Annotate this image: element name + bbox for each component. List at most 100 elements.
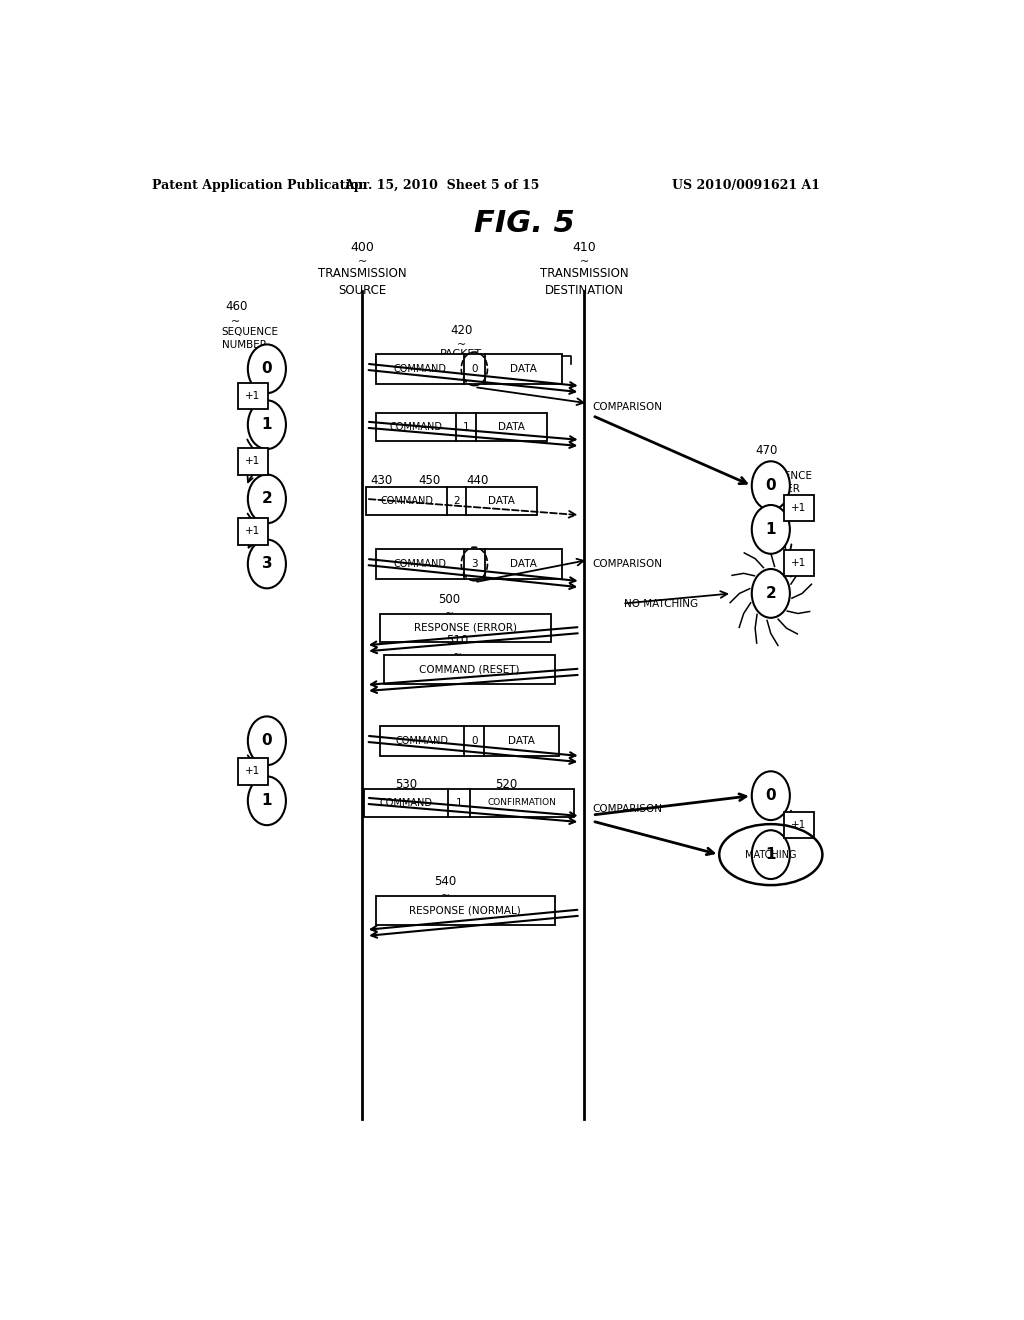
Text: COMMAND: COMMAND xyxy=(389,421,442,432)
Text: DATA: DATA xyxy=(510,364,538,374)
Text: ~: ~ xyxy=(401,793,411,804)
Text: COMPARISON: COMPARISON xyxy=(592,403,663,412)
Text: 3: 3 xyxy=(261,557,272,572)
Text: 0: 0 xyxy=(471,735,477,746)
Text: 3: 3 xyxy=(471,558,477,569)
Text: 1: 1 xyxy=(261,793,272,808)
Text: 440: 440 xyxy=(466,474,488,487)
Text: ~: ~ xyxy=(425,490,434,500)
Text: +1: +1 xyxy=(245,527,260,536)
Text: FIG. 5: FIG. 5 xyxy=(474,210,575,238)
FancyBboxPatch shape xyxy=(376,549,562,579)
Text: ~: ~ xyxy=(580,257,589,267)
Text: DATA: DATA xyxy=(510,558,538,569)
Circle shape xyxy=(248,400,286,449)
Text: +1: +1 xyxy=(791,503,806,513)
Text: ~: ~ xyxy=(762,462,771,471)
Text: COMMAND: COMMAND xyxy=(395,735,449,746)
Text: SEQUENCE
NUMBER: SEQUENCE NUMBER xyxy=(221,327,279,350)
Text: 470: 470 xyxy=(755,445,777,457)
Text: COMMAND: COMMAND xyxy=(380,797,433,808)
FancyBboxPatch shape xyxy=(376,354,562,384)
FancyBboxPatch shape xyxy=(238,383,267,409)
Text: 1: 1 xyxy=(463,421,469,432)
Text: DATA: DATA xyxy=(508,735,535,746)
Text: RESPONSE (ERROR): RESPONSE (ERROR) xyxy=(414,623,517,634)
Text: 0: 0 xyxy=(471,364,477,374)
Text: 410: 410 xyxy=(572,242,596,253)
Text: ~: ~ xyxy=(444,609,454,619)
Text: 0: 0 xyxy=(261,362,272,376)
Circle shape xyxy=(248,776,286,825)
Text: 1: 1 xyxy=(766,521,776,537)
Text: 1: 1 xyxy=(456,797,463,808)
Text: DATA: DATA xyxy=(488,496,515,506)
Circle shape xyxy=(248,717,286,766)
Text: MATCHING: MATCHING xyxy=(745,850,797,859)
FancyBboxPatch shape xyxy=(380,726,558,756)
Text: 520: 520 xyxy=(495,777,517,791)
Text: COMPARISON: COMPARISON xyxy=(592,558,663,569)
FancyBboxPatch shape xyxy=(384,656,555,684)
Text: +1: +1 xyxy=(245,767,260,776)
Text: ~: ~ xyxy=(377,490,387,500)
Text: +1: +1 xyxy=(791,558,806,568)
FancyBboxPatch shape xyxy=(365,788,574,817)
Text: ~: ~ xyxy=(472,490,482,500)
Text: ~: ~ xyxy=(457,341,466,350)
Text: 2: 2 xyxy=(766,586,776,601)
Text: COMMAND: COMMAND xyxy=(380,496,433,506)
FancyBboxPatch shape xyxy=(376,412,547,441)
Text: 1: 1 xyxy=(261,417,272,432)
FancyBboxPatch shape xyxy=(380,614,551,643)
FancyBboxPatch shape xyxy=(238,519,267,545)
Text: 0: 0 xyxy=(766,788,776,803)
Text: 400: 400 xyxy=(350,242,374,253)
Text: TRANSMISSION
SOURCE: TRANSMISSION SOURCE xyxy=(317,267,407,297)
Circle shape xyxy=(248,345,286,393)
FancyBboxPatch shape xyxy=(783,549,814,576)
Text: 0: 0 xyxy=(261,734,272,748)
Circle shape xyxy=(752,461,790,510)
Text: Patent Application Publication: Patent Application Publication xyxy=(152,178,368,191)
Text: ~: ~ xyxy=(453,651,462,660)
FancyBboxPatch shape xyxy=(783,812,814,838)
Text: SEQUENCE
NUMBER: SEQUENCE NUMBER xyxy=(755,471,812,494)
Text: +1: +1 xyxy=(245,391,260,401)
Circle shape xyxy=(752,771,790,820)
Text: NO MATCHING: NO MATCHING xyxy=(624,598,698,609)
Text: TRANSMISSION
DESTINATION: TRANSMISSION DESTINATION xyxy=(540,267,629,297)
Circle shape xyxy=(248,540,286,589)
FancyBboxPatch shape xyxy=(367,487,538,515)
FancyBboxPatch shape xyxy=(783,495,814,521)
Text: ~: ~ xyxy=(231,317,241,327)
Text: CONFIRMATION: CONFIRMATION xyxy=(487,799,557,808)
Text: 540: 540 xyxy=(434,875,457,888)
Text: 530: 530 xyxy=(394,777,417,791)
Text: COMPARISON: COMPARISON xyxy=(592,804,663,814)
Text: 500: 500 xyxy=(438,593,461,606)
Text: RESPONSE (NORMAL): RESPONSE (NORMAL) xyxy=(410,906,521,916)
Text: 450: 450 xyxy=(419,474,440,487)
FancyBboxPatch shape xyxy=(238,758,267,784)
Text: US 2010/0091621 A1: US 2010/0091621 A1 xyxy=(672,178,819,191)
Text: PACKET: PACKET xyxy=(440,350,482,359)
Text: ~: ~ xyxy=(440,891,451,902)
Circle shape xyxy=(752,506,790,554)
Text: 510: 510 xyxy=(446,635,468,647)
FancyBboxPatch shape xyxy=(238,447,267,474)
Text: +1: +1 xyxy=(791,820,806,830)
Text: +1: +1 xyxy=(245,457,260,466)
Text: DATA: DATA xyxy=(498,421,524,432)
Text: ~: ~ xyxy=(501,793,510,804)
Text: COMMAND: COMMAND xyxy=(393,364,446,374)
Text: 460: 460 xyxy=(225,300,248,313)
Circle shape xyxy=(752,569,790,618)
FancyBboxPatch shape xyxy=(376,896,555,925)
Text: COMMAND (RESET): COMMAND (RESET) xyxy=(419,665,519,675)
Text: 420: 420 xyxy=(451,325,472,338)
Text: 2: 2 xyxy=(261,491,272,507)
Text: Apr. 15, 2010  Sheet 5 of 15: Apr. 15, 2010 Sheet 5 of 15 xyxy=(344,178,540,191)
Text: 430: 430 xyxy=(371,474,393,487)
Circle shape xyxy=(248,474,286,523)
